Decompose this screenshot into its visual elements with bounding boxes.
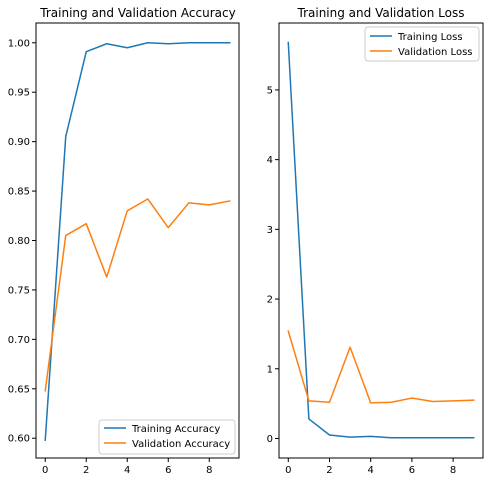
legend-label-validation-loss: Validation Loss — [398, 47, 473, 58]
accuracy-x-tick-label: 2 — [83, 465, 89, 476]
accuracy-y-tick-label: 0.90 — [8, 137, 30, 148]
accuracy-y-tick-label: 0.85 — [8, 187, 30, 198]
loss-plot-frame — [278, 22, 484, 459]
loss-chart-title: Training and Validation Loss — [297, 6, 465, 20]
accuracy-chart-title: Training and Validation Accuracy — [39, 6, 235, 20]
loss-x-tick-label: 0 — [285, 465, 291, 476]
validation-accuracy-line — [44, 198, 231, 392]
accuracy-y-ticks: 0.60 0.65 0.70 0.75 0.80 0.85 0.90 0.95 1.00 — [8, 38, 36, 445]
accuracy-y-tick-label: 0.80 — [8, 236, 30, 247]
accuracy-y-tick-label: 0.60 — [8, 434, 30, 445]
loss-y-tick-label: 0 — [267, 434, 273, 445]
accuracy-y-tick-label: 0.70 — [8, 335, 30, 346]
legend-label-validation-accuracy: Validation Accuracy — [132, 439, 230, 450]
validation-loss-line — [287, 330, 475, 404]
legend-label-training-loss: Training Loss — [397, 32, 463, 43]
loss-legend: Training Loss Validation Loss — [364, 26, 480, 62]
loss-y-tick-label: 1 — [267, 364, 273, 375]
accuracy-x-tick-label: 6 — [165, 465, 171, 476]
training-accuracy-line — [44, 42, 231, 441]
accuracy-x-ticks: 0 2 4 6 8 — [42, 458, 212, 476]
loss-y-tick-label: 2 — [267, 295, 273, 306]
loss-x-tick-label: 6 — [409, 465, 415, 476]
loss-y-tick-label: 3 — [267, 225, 273, 236]
accuracy-y-tick-label: 0.75 — [8, 285, 30, 296]
accuracy-panel: Training and Validation Accuracy 0 2 4 6 8 0… — [8, 6, 240, 476]
legend-label-training-accuracy: Training Accuracy — [131, 424, 220, 435]
loss-x-tick-label: 2 — [326, 465, 332, 476]
accuracy-legend: Training Accuracy Validation Accuracy — [98, 419, 236, 455]
accuracy-y-tick-label: 0.95 — [8, 88, 30, 99]
loss-panel: Training and Validation Loss 0 2 4 6 8 0 1 2 3 4… — [267, 6, 484, 476]
accuracy-y-tick-label: 1.00 — [8, 38, 30, 49]
accuracy-x-tick-label: 8 — [206, 465, 212, 476]
loss-x-tick-label: 4 — [368, 465, 374, 476]
loss-y-tick-label: 5 — [267, 85, 273, 96]
accuracy-plot-frame — [35, 22, 240, 459]
accuracy-x-tick-label: 0 — [42, 465, 48, 476]
accuracy-x-tick-label: 4 — [124, 465, 130, 476]
accuracy-series-lines — [44, 42, 231, 441]
training-loss-line — [287, 41, 475, 439]
loss-legend-box — [364, 26, 480, 62]
loss-series-lines — [287, 41, 475, 439]
loss-y-ticks: 0 1 2 3 4 5 — [267, 85, 279, 445]
accuracy-legend-box — [98, 419, 236, 455]
loss-y-tick-label: 4 — [267, 155, 273, 166]
accuracy-y-tick-label: 0.65 — [8, 384, 30, 395]
loss-x-tick-label: 8 — [450, 465, 456, 476]
loss-x-ticks: 0 2 4 6 8 — [285, 458, 456, 476]
